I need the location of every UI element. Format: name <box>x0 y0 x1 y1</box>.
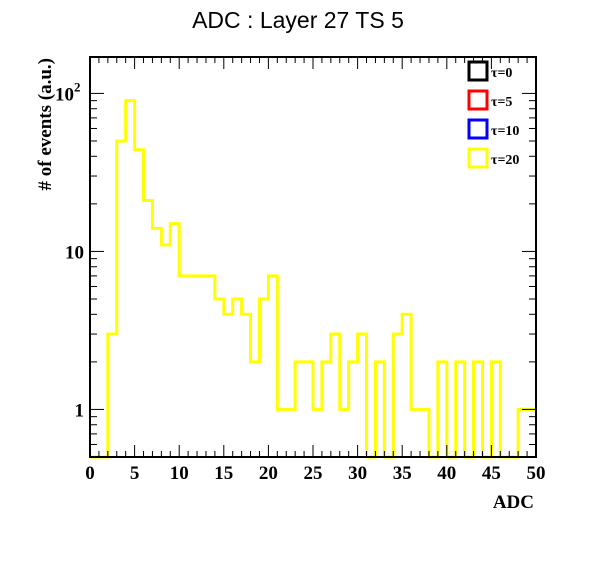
y-tick-label: 10 <box>55 84 74 105</box>
y-tick-label: 1 <box>75 400 85 421</box>
legend-swatch <box>467 60 489 82</box>
x-tick-label: 35 <box>393 463 412 484</box>
legend-swatch <box>467 147 489 169</box>
y-axis-label: # of events (a.u.) <box>35 58 56 190</box>
x-tick-label: 15 <box>214 463 233 484</box>
legend-label: τ=5 <box>491 95 512 110</box>
legend-swatch <box>467 89 489 111</box>
legend-label: τ=0 <box>491 66 512 81</box>
y-tick-exponent: 2 <box>74 79 81 94</box>
x-tick-label: 45 <box>482 463 501 484</box>
legend-swatch <box>467 118 489 140</box>
x-tick-label: 50 <box>527 463 546 484</box>
legend-label: τ=20 <box>491 153 519 168</box>
legend-label: τ=10 <box>491 124 519 139</box>
x-tick-label: 0 <box>85 463 95 484</box>
x-axis-label: ADC <box>493 492 534 513</box>
x-tick-label: 30 <box>348 463 367 484</box>
x-tick-label: 20 <box>259 463 278 484</box>
histogram-series-tau-20 <box>90 99 536 459</box>
x-tick-label: 5 <box>130 463 140 484</box>
x-tick-label: 10 <box>170 463 189 484</box>
x-tick-label: 40 <box>437 463 456 484</box>
legend: τ=0 τ=5 τ=10 τ=20 <box>467 60 519 169</box>
y-tick-label: 10 <box>65 242 84 263</box>
x-tick-label: 25 <box>304 463 323 484</box>
chart-title: ADC : Layer 27 TS 5 <box>192 7 404 33</box>
